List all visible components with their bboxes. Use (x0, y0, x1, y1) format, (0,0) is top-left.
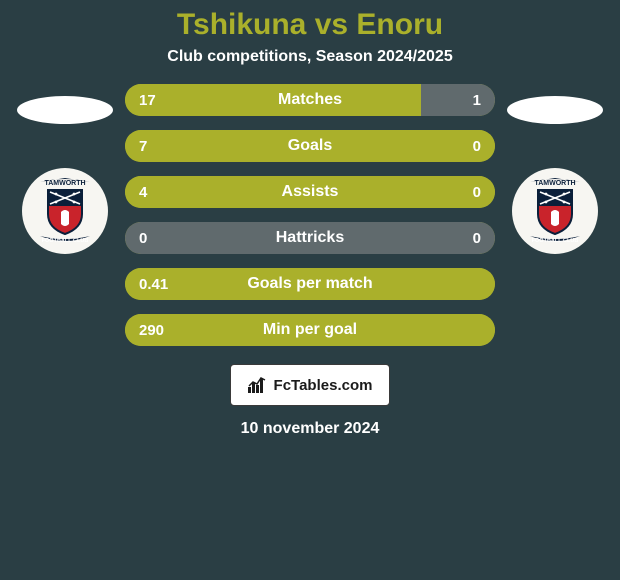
left-player-placeholder (17, 96, 113, 124)
club-crest-icon: TAMWORTH FOOTBALL CLUB (516, 172, 594, 250)
stat-bar: Goals per match0.41 (125, 268, 495, 300)
stat-bar-left-value: 0 (139, 222, 147, 254)
stat-bar-left-value: 17 (139, 84, 156, 116)
bars-icon (248, 377, 268, 393)
infographic-date: 10 november 2024 (0, 420, 620, 438)
stat-bar-right-value: 0 (473, 130, 481, 162)
stat-bar-right-value: 1 (473, 84, 481, 116)
club-crest-icon: TAMWORTH FOOTBALL CLUB (26, 172, 104, 250)
right-player-placeholder (507, 96, 603, 124)
right-player-column: TAMWORTH FOOTBALL CLUB (507, 84, 603, 254)
page-title: Tshikuna vs Enoru (0, 8, 620, 42)
stat-bar-left-segment (125, 130, 495, 162)
stat-bar-left-segment (125, 176, 495, 208)
svg-text:FOOTBALL CLUB: FOOTBALL CLUB (532, 238, 579, 244)
stat-bar-left-segment (125, 314, 495, 346)
comparison-bars: Matches171Goals70Assists40Hattricks00Goa… (125, 84, 495, 346)
content-row: TAMWORTH FOOTBALL CLUB Matches171Goals70… (0, 84, 620, 346)
left-club-badge: TAMWORTH FOOTBALL CLUB (22, 168, 108, 254)
stat-bar: Min per goal290 (125, 314, 495, 346)
stat-bar: Goals70 (125, 130, 495, 162)
svg-text:FOOTBALL CLUB: FOOTBALL CLUB (42, 238, 89, 244)
svg-text:TAMWORTH: TAMWORTH (44, 180, 85, 187)
stat-bar-left-value: 0.41 (139, 268, 168, 300)
right-club-badge: TAMWORTH FOOTBALL CLUB (512, 168, 598, 254)
stat-bar-left-value: 4 (139, 176, 147, 208)
stat-bar-left-segment (125, 222, 310, 254)
page-subtitle: Club competitions, Season 2024/2025 (0, 48, 620, 66)
site-attribution-badge: FcTables.com (230, 364, 390, 406)
site-attribution-text: FcTables.com (274, 377, 373, 394)
left-player-column: TAMWORTH FOOTBALL CLUB (17, 84, 113, 254)
stat-bar-left-segment (125, 268, 495, 300)
stat-bar-left-value: 290 (139, 314, 164, 346)
svg-text:TAMWORTH: TAMWORTH (534, 180, 575, 187)
comparison-card: Tshikuna vs Enoru Club competitions, Sea… (0, 0, 620, 580)
stat-bar: Assists40 (125, 176, 495, 208)
stat-bar-right-value: 0 (473, 176, 481, 208)
stat-bar: Matches171 (125, 84, 495, 116)
stat-bar: Hattricks00 (125, 222, 495, 254)
stat-bar-right-segment (310, 222, 495, 254)
stat-bar-left-value: 7 (139, 130, 147, 162)
stat-bar-left-segment (125, 84, 421, 116)
stat-bar-right-segment (421, 84, 495, 116)
stat-bar-right-value: 0 (473, 222, 481, 254)
